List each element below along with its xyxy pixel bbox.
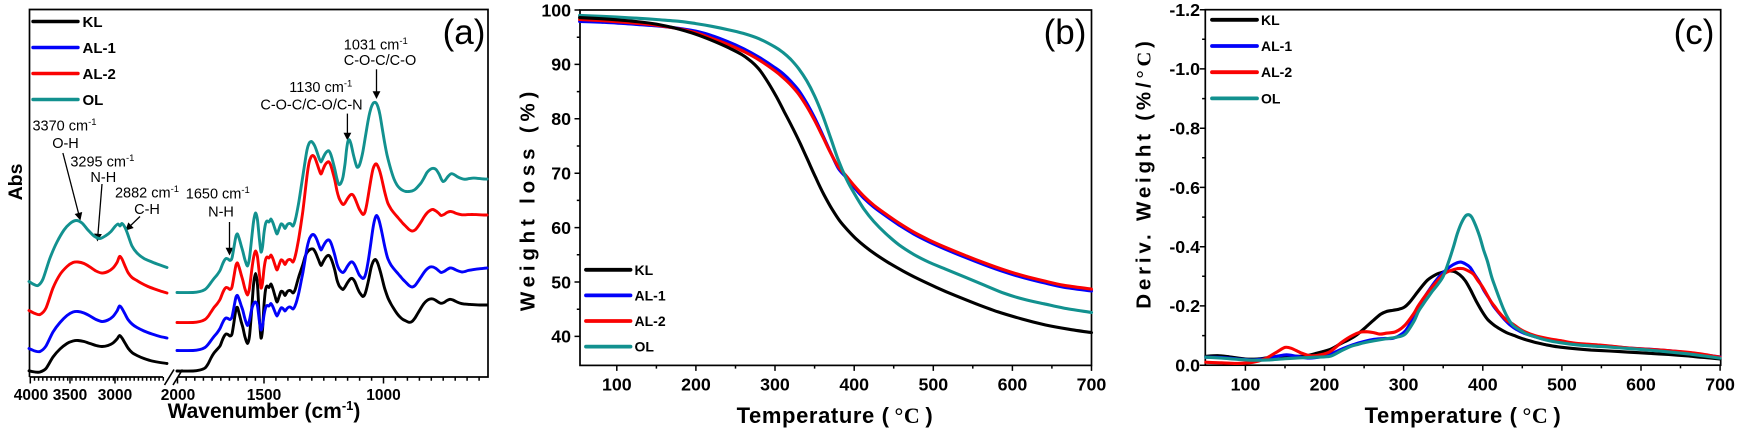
svg-text:N-H: N-H <box>90 170 116 186</box>
svg-text:O-H: O-H <box>52 136 79 152</box>
svg-text:500: 500 <box>918 375 948 395</box>
svg-text:KL: KL <box>1261 12 1280 28</box>
svg-text:3295 cm-1: 3295 cm-1 <box>70 153 134 171</box>
svg-text:-0.8: -0.8 <box>1169 119 1200 139</box>
svg-text:AL-1: AL-1 <box>1261 38 1292 54</box>
svg-text:-1.2: -1.2 <box>1169 0 1200 20</box>
svg-text:100: 100 <box>1231 375 1261 395</box>
svg-text:KL: KL <box>83 14 103 31</box>
svg-text:(b): (b) <box>1044 13 1087 52</box>
svg-text:600: 600 <box>1626 375 1656 395</box>
svg-text:Weight loss (%): Weight loss (%) <box>517 87 540 311</box>
svg-text:C-O-C/C-O/C-N: C-O-C/C-O/C-N <box>260 97 362 113</box>
svg-text:60: 60 <box>551 218 571 238</box>
svg-text:AL-2: AL-2 <box>1261 64 1292 80</box>
svg-text:Temperature ( °C ): Temperature ( °C ) <box>1365 403 1562 428</box>
svg-text:700: 700 <box>1705 375 1735 395</box>
svg-text:(a): (a) <box>443 13 486 52</box>
svg-text:90: 90 <box>551 55 571 75</box>
svg-text:3000: 3000 <box>98 387 132 404</box>
svg-text:0.0: 0.0 <box>1175 356 1200 376</box>
svg-text:400: 400 <box>1468 375 1498 395</box>
svg-text:AL-2: AL-2 <box>635 313 666 329</box>
svg-text:2000: 2000 <box>161 387 195 404</box>
svg-text:1650 cm-1: 1650 cm-1 <box>186 185 250 203</box>
svg-text:4000: 4000 <box>14 387 48 404</box>
svg-text:3500: 3500 <box>53 387 87 404</box>
svg-text:1500: 1500 <box>247 387 281 404</box>
svg-text:100: 100 <box>541 0 571 20</box>
svg-text:100: 100 <box>602 375 632 395</box>
svg-text:KL: KL <box>635 262 654 278</box>
svg-text:300: 300 <box>760 375 790 395</box>
svg-text:-0.2: -0.2 <box>1169 296 1200 316</box>
svg-text:1130 cm-1: 1130 cm-1 <box>289 79 352 97</box>
svg-text:(c): (c) <box>1674 13 1715 52</box>
svg-text:OL: OL <box>1261 90 1281 106</box>
svg-text:700: 700 <box>1077 375 1107 395</box>
svg-text:40: 40 <box>551 327 571 347</box>
svg-text:AL-1: AL-1 <box>83 40 116 57</box>
svg-text:400: 400 <box>839 375 869 395</box>
svg-text:-0.6: -0.6 <box>1169 178 1200 198</box>
svg-text:300: 300 <box>1389 375 1419 395</box>
svg-text:1031 cm-1: 1031 cm-1 <box>344 36 408 54</box>
svg-text:3370 cm-1: 3370 cm-1 <box>32 117 96 135</box>
svg-text:-1.0: -1.0 <box>1169 59 1200 79</box>
svg-text:-0.4: -0.4 <box>1169 237 1200 257</box>
svg-text:600: 600 <box>998 375 1028 395</box>
svg-text:2882 cm-1: 2882 cm-1 <box>115 184 179 202</box>
svg-text:OL: OL <box>635 339 655 355</box>
svg-text:200: 200 <box>681 375 711 395</box>
svg-text:50: 50 <box>551 272 571 292</box>
svg-text:OL: OL <box>83 92 104 109</box>
svg-text:N-H: N-H <box>208 205 234 221</box>
svg-text:500: 500 <box>1547 375 1577 395</box>
svg-text:Temperature ( °C ): Temperature ( °C ) <box>737 403 934 428</box>
svg-text:80: 80 <box>551 109 571 129</box>
svg-text:Deriv. Weight (%/°C): Deriv. Weight (%/°C) <box>1133 37 1156 308</box>
svg-text:C-O-C/C-O: C-O-C/C-O <box>344 53 417 69</box>
svg-text:C-H: C-H <box>134 202 160 218</box>
svg-text:200: 200 <box>1310 375 1340 395</box>
svg-text:Wavenumber (cm-1): Wavenumber (cm-1) <box>168 398 361 423</box>
svg-text:1000: 1000 <box>366 387 400 404</box>
svg-text:Abs: Abs <box>5 163 27 200</box>
svg-text:AL-1: AL-1 <box>635 287 666 303</box>
svg-text:AL-2: AL-2 <box>83 66 116 83</box>
svg-text:70: 70 <box>551 164 571 184</box>
